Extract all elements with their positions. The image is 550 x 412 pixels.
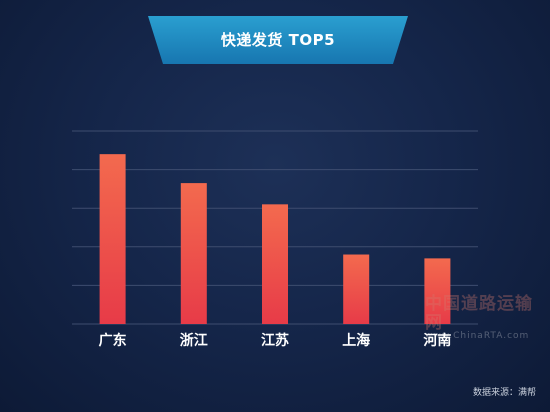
watermark-cn: 中国道路运输网 xyxy=(425,294,533,333)
watermark: 中国道路运输网 www.ChinaRTA.com xyxy=(425,295,550,342)
category-label: 河南 xyxy=(423,332,451,349)
bar-5 xyxy=(424,258,451,324)
category-label: 广东 xyxy=(99,332,127,349)
watermark-en: www.ChinaRTA.com xyxy=(425,331,530,342)
category-labels: 广东 浙江 江苏 上海 河南 xyxy=(99,332,452,349)
bars xyxy=(99,154,451,324)
bar-4 xyxy=(343,254,370,324)
chart-title: 快递发货 TOP5 xyxy=(220,31,336,49)
title-banner-shape xyxy=(148,16,408,64)
data-source: 数据来源：满帮 xyxy=(472,388,536,398)
category-label: 江苏 xyxy=(261,332,289,349)
bar-2 xyxy=(180,183,207,324)
category-label: 浙江 xyxy=(180,332,208,349)
bar-1 xyxy=(99,154,126,324)
bar-3 xyxy=(262,204,288,324)
category-label: 上海 xyxy=(342,332,370,349)
title-banner: 快递发货 TOP5 xyxy=(148,16,408,64)
